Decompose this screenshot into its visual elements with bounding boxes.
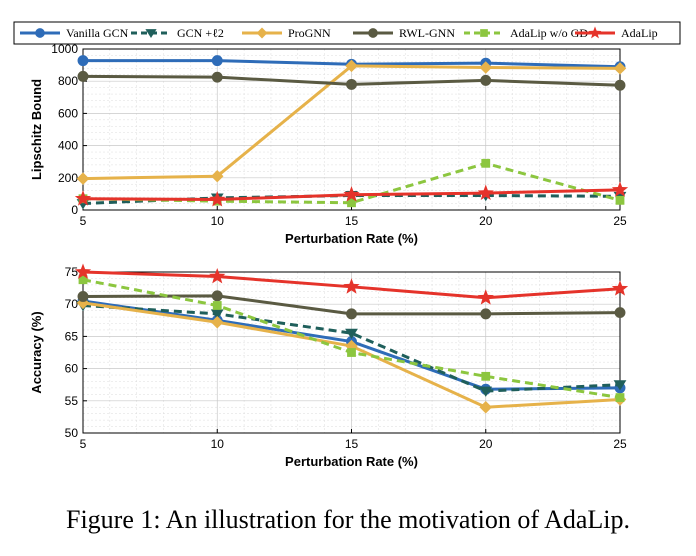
data-point-adalip bbox=[611, 280, 629, 296]
x-tick-label: 15 bbox=[345, 437, 359, 451]
data-point-gcn-2 bbox=[479, 386, 493, 397]
data-point-prognn bbox=[345, 59, 358, 73]
data-point-rwl-gnn bbox=[346, 78, 357, 90]
data-point-rwl-gnn bbox=[211, 71, 223, 83]
series-rwl-gnn bbox=[77, 70, 626, 91]
y-axis-label: Accuracy (%) bbox=[29, 311, 44, 393]
lipschitz-bound-plot: 5 10 15 20 25 0 200 400 600 800 1000 Perturbation R… bbox=[29, 42, 629, 246]
y-tick-label: 600 bbox=[58, 106, 78, 120]
data-point-adalip bbox=[477, 184, 494, 201]
data-point-vanilla-gcn bbox=[211, 55, 223, 67]
data-point-rwl-gnn bbox=[480, 308, 492, 320]
data-point-adalip-w-o-gd bbox=[481, 158, 491, 168]
legend: Vanilla GCN GCN +ℓ2 ProGNN RWL-GNN AdaLip w/… bbox=[13, 21, 681, 45]
data-point-prognn bbox=[479, 61, 492, 74]
series-line-gcn-2 bbox=[82, 194, 621, 206]
data-point-rwl-gnn bbox=[77, 291, 89, 302]
data-point-gcn-2 bbox=[613, 380, 627, 391]
series-rwl-gnn bbox=[77, 290, 626, 320]
data-point-adalip bbox=[343, 278, 360, 294]
legend-marker-adalip-w-o-gd bbox=[480, 29, 488, 37]
series-adalip bbox=[74, 263, 629, 305]
data-point-rwl-gnn bbox=[614, 307, 626, 319]
data-point-gcn-2 bbox=[345, 328, 358, 339]
legend-label-adalip: AdaLip bbox=[621, 26, 658, 40]
data-point-rwl-gnn bbox=[346, 308, 357, 320]
data-point-adalip-w-o-gd bbox=[615, 393, 625, 402]
legend-marker-rwl-gnn bbox=[368, 28, 378, 38]
data-point-adalip bbox=[477, 289, 494, 305]
legend-label-adalip-w-o-gd: AdaLip w/o GD bbox=[510, 26, 588, 40]
data-point-prognn bbox=[613, 62, 627, 75]
data-point-adalip-w-o-gd bbox=[347, 198, 356, 208]
data-point-adalip-w-o-gd bbox=[481, 371, 491, 381]
y-tick-label: 1000 bbox=[51, 42, 78, 56]
data-point-adalip-w-o-gd bbox=[615, 195, 625, 205]
series-prognn bbox=[76, 59, 627, 185]
x-tick-label: 10 bbox=[211, 437, 225, 451]
legend-marker-vanilla-gcn bbox=[35, 28, 45, 38]
data-point-rwl-gnn bbox=[211, 290, 223, 302]
x-tick-label: 25 bbox=[613, 214, 627, 228]
legend-label-gcn-2: GCN +ℓ2 bbox=[177, 26, 224, 40]
series-adalip bbox=[74, 181, 629, 207]
x-tick-label: 20 bbox=[479, 214, 493, 228]
accuracy-plot: 5 10 15 20 25 50 55 60 65 70 75 Perturbation Rate (… bbox=[29, 263, 629, 469]
data-point-adalip-w-o-gd bbox=[78, 275, 88, 285]
data-point-prognn bbox=[76, 172, 90, 185]
x-tick-label: 20 bbox=[479, 437, 493, 451]
y-tick-label: 70 bbox=[65, 297, 79, 311]
data-point-adalip bbox=[74, 190, 92, 206]
y-axis-label: Lipschitz Bound bbox=[29, 79, 44, 180]
data-point-adalip bbox=[343, 186, 360, 202]
legend-frame bbox=[13, 21, 681, 45]
x-axis-label: Perturbation Rate (%) bbox=[285, 231, 418, 246]
y-tick-label: 200 bbox=[58, 171, 78, 185]
data-point-gcn-2 bbox=[210, 309, 224, 320]
data-point-vanilla-gcn bbox=[77, 55, 89, 67]
x-tick-label: 5 bbox=[80, 214, 87, 228]
x-tick-label: 15 bbox=[345, 214, 359, 228]
data-point-prognn bbox=[479, 401, 492, 414]
y-tick-label: 400 bbox=[58, 139, 78, 153]
series-line-gcn-2 bbox=[82, 303, 621, 393]
series-adalip-w-o-gd bbox=[78, 275, 625, 402]
x-tick-label: 25 bbox=[613, 437, 627, 451]
data-point-rwl-gnn bbox=[614, 79, 626, 91]
data-point-prognn bbox=[211, 169, 224, 183]
legend-label-prognn: ProGNN bbox=[288, 26, 331, 40]
figure: Vanilla GCN GCN +ℓ2 ProGNN RWL-GNN AdaLip w/… bbox=[13, 21, 681, 469]
y-tick-label: 50 bbox=[65, 426, 79, 440]
y-tick-label: 800 bbox=[58, 74, 78, 88]
data-point-rwl-gnn bbox=[77, 70, 89, 82]
data-point-adalip-w-o-gd bbox=[347, 348, 356, 357]
y-tick-label: 55 bbox=[65, 394, 79, 408]
y-tick-label: 0 bbox=[71, 203, 78, 217]
data-point-adalip bbox=[209, 190, 226, 207]
legend-marker-prognn bbox=[256, 27, 268, 39]
data-point-rwl-gnn bbox=[480, 74, 492, 86]
legend-marker-gcn-2 bbox=[145, 29, 157, 39]
data-point-adalip-w-o-gd bbox=[212, 301, 222, 310]
x-axis-label: Perturbation Rate (%) bbox=[285, 454, 418, 469]
y-tick-label: 75 bbox=[65, 265, 79, 279]
data-point-adalip bbox=[611, 181, 629, 197]
legend-marker-adalip bbox=[588, 26, 602, 39]
data-point-adalip bbox=[209, 267, 226, 284]
y-tick-label: 60 bbox=[65, 362, 79, 376]
x-tick-label: 5 bbox=[80, 437, 87, 451]
x-tick-label: 10 bbox=[211, 214, 225, 228]
figure-caption: Figure 1: An illustration for the motiva… bbox=[66, 505, 630, 534]
data-point-prognn bbox=[211, 315, 224, 329]
legend-label-rwl-gnn: RWL-GNN bbox=[399, 26, 455, 40]
data-point-adalip bbox=[74, 263, 92, 279]
legend-label-vanilla-gcn: Vanilla GCN bbox=[66, 26, 129, 40]
y-tick-label: 65 bbox=[65, 329, 79, 343]
